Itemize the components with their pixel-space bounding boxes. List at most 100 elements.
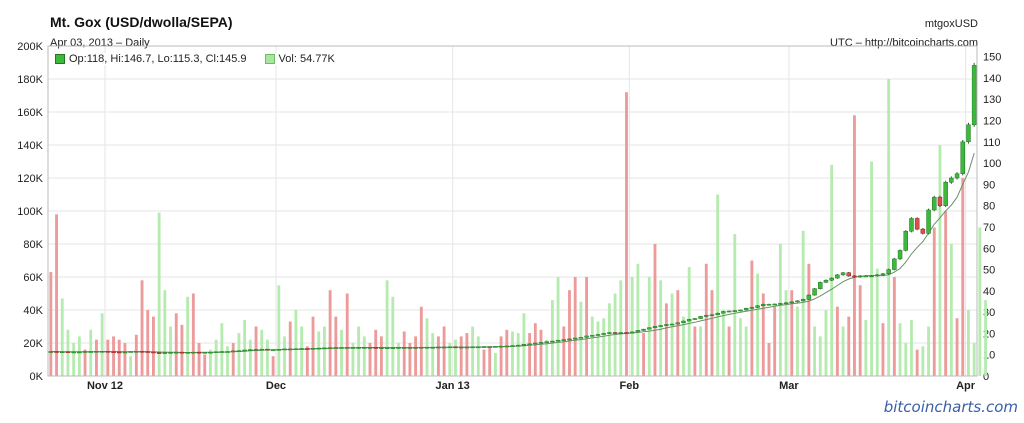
volume-bar: [112, 336, 115, 376]
price-candle: [903, 230, 909, 251]
volume-bar: [55, 214, 58, 376]
price-candle: [749, 307, 755, 309]
price-candle: [168, 352, 173, 354]
price-candle: [282, 348, 287, 351]
volume-bar: [539, 329, 543, 376]
price-candle: [253, 349, 259, 351]
volume-bar: [590, 316, 594, 376]
brand-watermark[interactable]: bitcoincharts.com: [883, 398, 1018, 416]
volume-bar: [761, 293, 765, 376]
price-candle: [800, 299, 806, 302]
volume-bar: [72, 343, 76, 376]
price-candle: [259, 348, 264, 351]
price-candle: [629, 331, 635, 334]
price-candle: [322, 347, 327, 350]
legend-volume-text: Vol: 54.77K: [278, 53, 335, 65]
volume-bar: [209, 349, 212, 376]
volume-bar: [841, 326, 845, 376]
volume-bar: [49, 272, 53, 376]
volume-bar: [642, 333, 646, 376]
right-tick-label: 50: [983, 265, 995, 277]
price-candle: [954, 173, 960, 179]
price-candle: [265, 348, 270, 351]
legend-ohlc-text: Op:118, Hi:146.7, Lo:115.3, Cl:145.9: [69, 53, 247, 65]
volume-swatch-icon: [264, 54, 275, 64]
volume-bar: [545, 339, 549, 376]
price-candle: [111, 351, 116, 353]
price-candle: [835, 274, 840, 279]
x-tick-label: Jan 13: [436, 380, 470, 392]
volume-bar: [283, 336, 286, 376]
price-candle: [698, 316, 703, 319]
volume-bar: [362, 336, 366, 376]
left-tick-label: 140K: [17, 140, 43, 152]
volume-bar: [978, 227, 982, 376]
price-candle: [607, 332, 612, 334]
volume-bar: [226, 346, 229, 376]
price-candle: [487, 346, 492, 348]
volume-bar: [448, 343, 452, 376]
price-candle: [116, 351, 122, 354]
volume-bar: [493, 352, 497, 376]
price-candle: [852, 275, 857, 278]
volume-bar: [653, 244, 657, 376]
price-candle: [504, 345, 510, 348]
price-candle: [578, 337, 584, 339]
price-candle: [356, 347, 361, 349]
market-symbol: mtgoxUSD: [924, 18, 978, 30]
volume-bar: [345, 293, 349, 376]
volume-bar: [921, 346, 925, 376]
x-tick-label: Mar: [779, 380, 799, 392]
price-candle: [544, 341, 549, 343]
price-candle: [162, 352, 168, 354]
price-candle: [897, 250, 903, 260]
volume-bar: [824, 310, 828, 376]
price-candle: [191, 351, 196, 354]
price-candle: [818, 282, 823, 289]
left-tick-label: 0K: [30, 371, 44, 383]
price-candle: [652, 326, 658, 328]
price-candle: [789, 301, 795, 304]
ohlc-swatch-icon: [55, 54, 65, 64]
price-candle: [419, 347, 424, 349]
price-candle: [572, 337, 578, 340]
sma-line: [50, 152, 975, 353]
price-candle: [122, 351, 128, 354]
left-tick-label: 20K: [23, 338, 43, 350]
volume-bar: [134, 334, 138, 376]
price-candle: [236, 350, 242, 352]
volume-bar: [670, 293, 674, 376]
volume-bar: [664, 303, 668, 376]
volume-bar: [95, 339, 98, 376]
price-candle: [932, 196, 937, 211]
volume-bar: [174, 313, 178, 376]
price-candle: [373, 347, 378, 349]
volume-bar: [60, 298, 64, 376]
volume-bar: [454, 339, 457, 376]
volume-bar: [471, 326, 475, 376]
price-candle: [550, 340, 555, 343]
price-candle: [82, 351, 88, 353]
price-candle: [77, 351, 82, 354]
price-candle: [156, 352, 162, 354]
left-tick-label: 200K: [17, 41, 43, 53]
volume-bar: [277, 285, 281, 376]
price-candle: [208, 351, 213, 354]
volume-bar: [214, 339, 218, 376]
volume-bar: [385, 280, 389, 376]
price-candle: [293, 348, 299, 350]
right-tick-label: 140: [983, 73, 1001, 85]
price-candle: [458, 346, 464, 349]
volume-bar: [368, 343, 372, 376]
volume-bar: [169, 326, 172, 376]
volume-bar: [630, 277, 634, 376]
right-tick-label: 40: [983, 286, 995, 298]
volume-bar: [881, 323, 885, 376]
volume-bar: [499, 336, 503, 376]
volume-bar: [505, 329, 509, 376]
volume-bar: [915, 349, 919, 376]
price-candle: [675, 322, 681, 325]
left-tick-label: 120K: [17, 173, 43, 185]
volume-bar: [858, 285, 862, 376]
volume-bar: [636, 263, 640, 376]
